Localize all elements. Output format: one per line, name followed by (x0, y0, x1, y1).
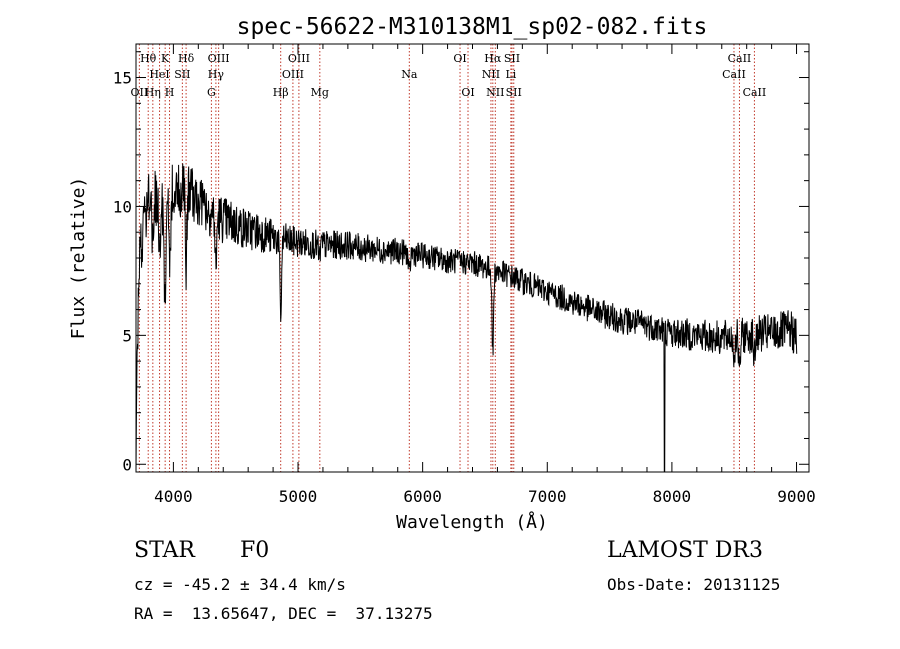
spectrum-line (135, 163, 798, 473)
x-tick-label: 7000 (528, 487, 567, 506)
line-label: H (165, 86, 175, 99)
line-label: OIII (282, 68, 304, 81)
line-label: K (161, 52, 170, 65)
line-label: SII (174, 68, 190, 81)
line-label: Mg (311, 86, 329, 99)
y-tick-label: 10 (113, 197, 132, 216)
obs-date: Obs-Date: 20131125 (607, 575, 781, 594)
x-tick-label: 4000 (154, 487, 193, 506)
line-label: Hδ (178, 52, 195, 65)
redshift-readout: cz = -45.2 ± 34.4 km/s (134, 575, 346, 594)
line-label: Hα (484, 52, 502, 65)
line-label: OI (453, 52, 466, 65)
line-label: CaII (722, 68, 746, 81)
line-label: CaII (728, 52, 752, 65)
y-tick-label: 15 (113, 69, 132, 88)
chart-title: spec-56622-M310138M1_sp02-082.fits (237, 14, 708, 40)
line-label: Hη (145, 86, 161, 99)
y-tick-labels: 0 5 10 15 (113, 69, 132, 475)
x-tick-label: 8000 (653, 487, 692, 506)
y-tick-label: 5 (122, 326, 132, 345)
line-label: OIII (288, 52, 310, 65)
line-label: HeI (149, 68, 169, 81)
line-label: OII (131, 86, 149, 99)
line-label: NII (482, 68, 500, 81)
line-label: NII (486, 86, 504, 99)
line-label: OIII (208, 52, 230, 65)
line-label: SII (506, 86, 522, 99)
line-label: CaII (743, 86, 767, 99)
line-label: Hθ (140, 52, 157, 65)
line-label: Na (401, 68, 418, 81)
y-tick-label: 0 (122, 455, 132, 474)
x-axis-label: Wavelength (Å) (396, 511, 548, 533)
axis-ticks (136, 44, 809, 472)
x-tick-label: 5000 (279, 487, 318, 506)
line-label: SII (504, 52, 520, 65)
line-label: Li (505, 68, 516, 81)
x-tick-label: 6000 (403, 487, 442, 506)
coordinates: RA = 13.65647, DEC = 37.13275 (134, 604, 433, 623)
line-label: Hβ (273, 86, 289, 99)
survey-name: LAMOST DR3 (607, 538, 763, 563)
object-class: STAR (134, 538, 195, 563)
line-label: G (207, 86, 216, 99)
x-tick-labels: 4000 5000 6000 7000 8000 9000 (154, 487, 816, 506)
object-subclass: F0 (240, 538, 270, 563)
line-label: Hγ (208, 68, 225, 81)
x-tick-label: 9000 (777, 487, 816, 506)
y-axis-label: Flux (relative) (68, 177, 89, 340)
line-label: OI (461, 86, 474, 99)
